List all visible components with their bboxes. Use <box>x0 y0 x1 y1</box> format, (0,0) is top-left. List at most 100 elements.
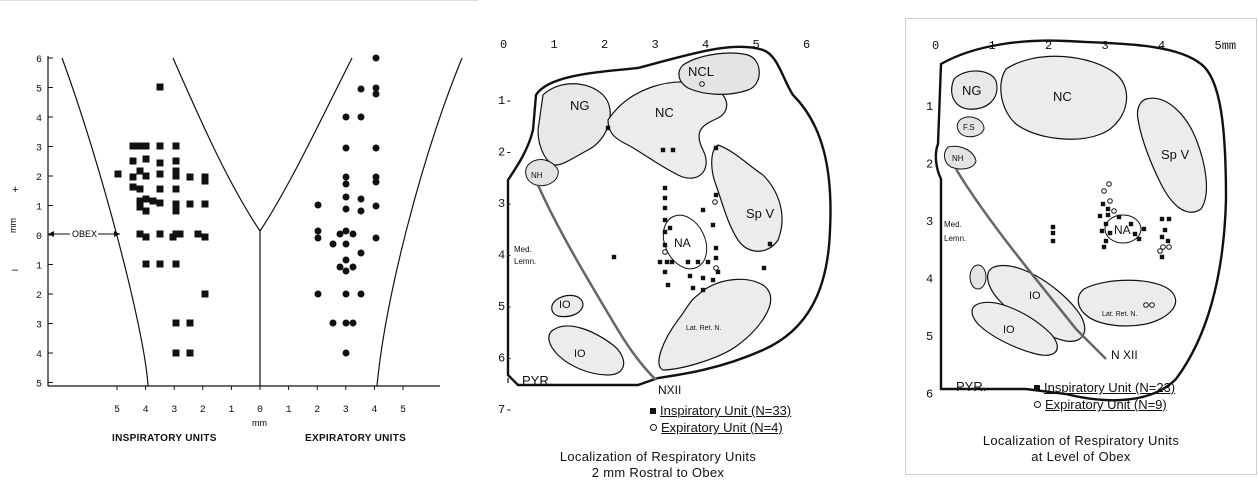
inspiratory-unit-marker <box>662 269 668 275</box>
obex-legend-inspiratory-text: Inspiratory Unit (N=23) <box>1044 380 1176 395</box>
circle-marker-icon <box>650 424 657 431</box>
inspiratory-unit-marker <box>172 260 180 268</box>
x-tick-label: 5 <box>114 405 120 416</box>
expiratory-unit-marker <box>1107 198 1113 204</box>
inspiratory-unit-marker <box>129 173 137 181</box>
obex-nxii-label: N XII <box>1111 348 1138 362</box>
pyr-label: PYR. <box>522 373 552 388</box>
inspiratory-unit-marker <box>713 192 719 198</box>
inspiratory-unit-marker <box>156 83 164 91</box>
ng-region <box>537 83 611 166</box>
inspiratory-unit-marker <box>114 170 122 178</box>
rostral-caption: Localization of Respiratory Units 2 mm R… <box>518 449 798 481</box>
y-tick-label: 1- <box>498 94 512 108</box>
inspiratory-unit-marker <box>186 319 194 327</box>
inspiratory-unit-marker <box>176 230 184 238</box>
inspiratory-unit-marker <box>1159 254 1165 260</box>
expiratory-unit-marker <box>349 230 357 238</box>
inspiratory-unit-marker <box>1162 227 1168 233</box>
inspiratory-unit-marker <box>142 155 150 163</box>
nh-region <box>525 159 559 187</box>
x-tick-label: 1 <box>286 405 292 416</box>
inspiratory-unit-marker <box>1116 214 1122 220</box>
x-tick-label: 2 <box>1045 39 1052 53</box>
inspiratory-caption: INSPIRATORY UNITS <box>112 433 217 444</box>
y-tick-label: 2 <box>36 173 42 184</box>
expiratory-unit-marker <box>342 240 350 248</box>
inspiratory-unit-marker <box>149 197 157 205</box>
expiratory-unit-marker <box>372 173 380 181</box>
inspiratory-unit-marker <box>665 282 671 288</box>
inspiratory-unit-marker <box>1097 213 1103 219</box>
inspiratory-unit-marker <box>1159 216 1165 222</box>
obex-spv-label: Sp V <box>1161 147 1190 162</box>
obex-nc-region <box>1000 55 1128 140</box>
ncl-label: NCL <box>688 64 714 79</box>
inspiratory-unit-marker <box>1141 226 1147 232</box>
nh-label: NH <box>531 171 543 180</box>
expiratory-caption: EXPIRATORY UNITS <box>305 433 407 444</box>
obex-caption-line1: Localization of Respiratory Units <box>982 433 1180 448</box>
y-tick-label: 4 <box>926 273 933 287</box>
inspiratory-unit-marker <box>194 230 202 238</box>
inspiratory-unit-marker <box>705 259 711 265</box>
inspiratory-unit-marker <box>186 173 194 181</box>
obex-lemn-label: Lemn. <box>944 234 966 243</box>
inspiratory-unit-marker <box>142 142 150 150</box>
inspiratory-unit-marker <box>662 229 668 235</box>
inspiratory-unit-marker <box>156 170 164 178</box>
inspiratory-unit-marker <box>142 172 150 180</box>
inspiratory-unit-marker <box>605 125 611 131</box>
inspiratory-unit-marker <box>667 225 673 231</box>
inspiratory-unit-marker <box>710 277 716 283</box>
obex-nc-label: NC <box>1053 89 1072 104</box>
obex-legend-expiratory: Expiratory Unit (N=9) <box>1034 396 1175 413</box>
inspiratory-unit-marker <box>1101 244 1107 250</box>
nc-region <box>607 81 728 179</box>
expiratory-unit-marker <box>342 193 350 201</box>
obex-scatter-figure: 6 5 4 3 2 1 0 1 2 3 4 5 5 4 3 2 1 0 1 2 3 4 5 + mm – OBEX mm <box>8 54 463 428</box>
expiratory-unit-marker <box>349 319 357 327</box>
expiratory-unit-marker <box>372 54 380 62</box>
rostral-section-panel: 0 1 2 3 4 5 6 1- 2- 3- 4- 5- 6- 7- NCL NG NC NH NA S… <box>478 0 840 482</box>
y-tick-label: 3 <box>36 321 42 332</box>
inspiratory-unit-marker <box>136 167 144 175</box>
y-tick-label: 4- <box>498 249 512 263</box>
x-tick-label: 1 <box>228 405 234 416</box>
inspiratory-unit-marker <box>1050 230 1056 236</box>
inspiratory-unit-marker <box>669 259 675 265</box>
expiratory-unit-marker <box>372 144 380 152</box>
inspiratory-unit-marker <box>156 142 164 150</box>
expiratory-unit-marker <box>357 85 365 93</box>
square-marker-icon <box>650 407 656 414</box>
y-tick-label: 5 <box>36 380 42 391</box>
expiratory-unit-marker <box>1157 248 1163 254</box>
obex-io-lower-region <box>971 301 1058 356</box>
inspiratory-unit-marker <box>186 200 194 208</box>
obex-lat-ret-label: Lat. Ret. N. <box>1102 311 1137 318</box>
inspiratory-unit-marker <box>1103 238 1109 244</box>
legend-inspiratory-text: Inspiratory Unit (N=33) <box>660 403 792 418</box>
inspiratory-unit-marker <box>1105 212 1111 218</box>
expiratory-unit-marker <box>372 90 380 98</box>
x-tick-label: 2 <box>601 38 608 52</box>
expiratory-unit-marker <box>1111 208 1117 214</box>
obex-pyr-label: PYR. <box>956 379 986 394</box>
y-tick-label: 2- <box>498 146 512 160</box>
inspiratory-unit-marker <box>156 199 164 207</box>
io-small-label: IO <box>559 299 571 311</box>
inspiratory-unit-marker <box>172 349 180 357</box>
rostral-legend: Inspiratory Unit (N=33) Expiratory Unit … <box>650 402 791 436</box>
expiratory-unit-marker <box>342 144 350 152</box>
inspiratory-unit-marker <box>662 217 668 223</box>
inspiratory-unit-marker <box>1128 221 1134 227</box>
inspiratory-unit-marker <box>657 259 663 265</box>
y-axis-plus-sign: + <box>12 184 18 196</box>
obex-arrowhead-right <box>114 231 120 237</box>
expiratory-unit-marker <box>342 349 350 357</box>
lat-ret-label: Lat. Ret. N. <box>686 325 721 332</box>
obex-io-upper-label: IO <box>1029 290 1041 302</box>
obex-caption-line2: at Level of Obex <box>1031 449 1131 464</box>
expiratory-unit-marker <box>342 205 350 213</box>
